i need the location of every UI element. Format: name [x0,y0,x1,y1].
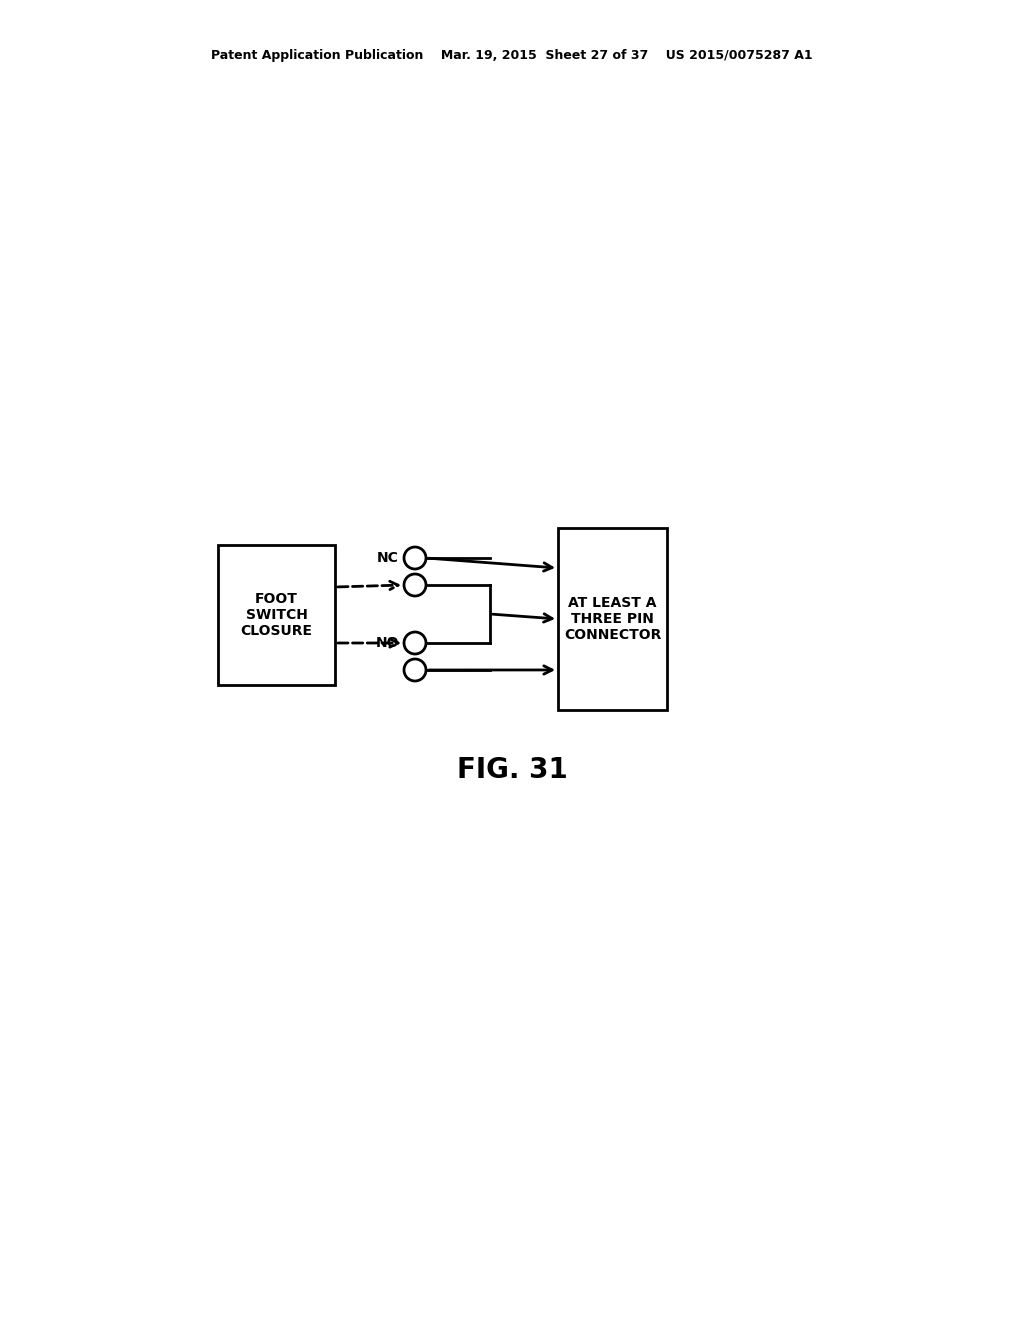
Circle shape [404,632,426,653]
Text: NC: NC [377,550,399,565]
Text: AT LEAST A
THREE PIN
CONNECTOR: AT LEAST A THREE PIN CONNECTOR [564,595,662,643]
Text: NO: NO [376,636,399,649]
Circle shape [404,546,426,569]
Text: Patent Application Publication    Mar. 19, 2015  Sheet 27 of 37    US 2015/00752: Patent Application Publication Mar. 19, … [211,49,813,62]
Text: FIG. 31: FIG. 31 [457,756,567,784]
Bar [558,528,667,710]
Text: FOOT
SWITCH
CLOSURE: FOOT SWITCH CLOSURE [241,591,312,638]
Circle shape [404,574,426,597]
Bar [218,545,335,685]
Circle shape [404,659,426,681]
